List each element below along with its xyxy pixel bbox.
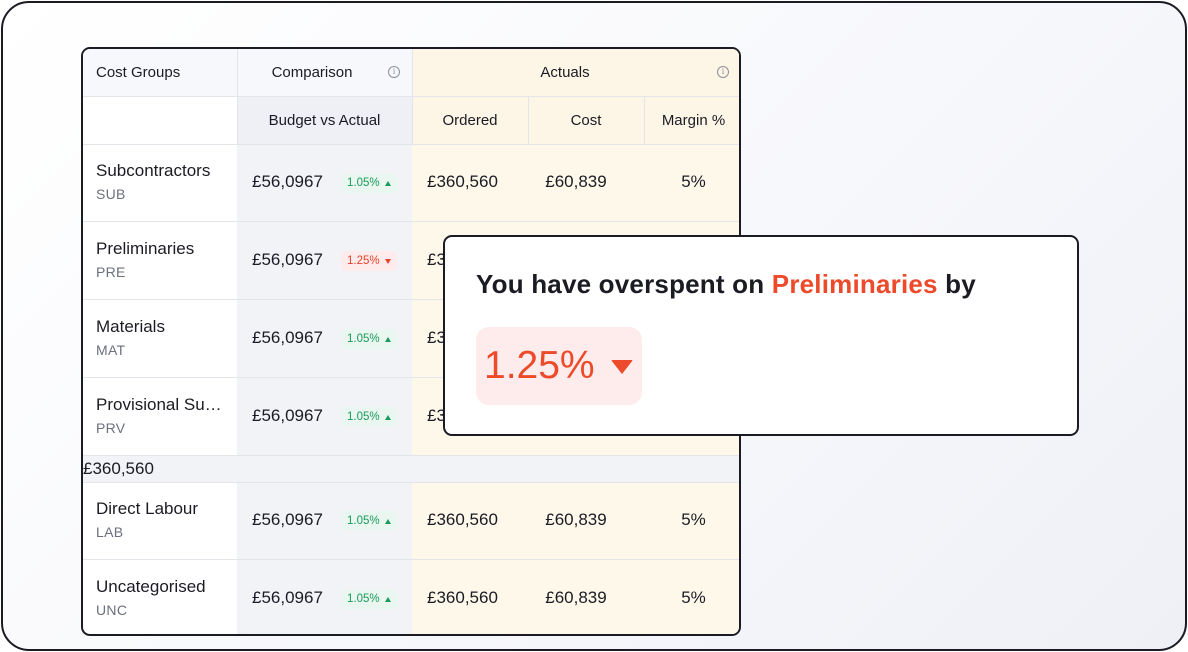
- variance-value: 1.05%: [347, 593, 380, 605]
- margin-value: 5%: [681, 510, 706, 529]
- header-comparison[interactable]: Comparison: [271, 64, 353, 81]
- header-actuals[interactable]: Actuals: [540, 64, 590, 81]
- variance-value: 1.05%: [347, 515, 380, 527]
- subtotal-value: £360,560: [83, 458, 154, 478]
- triangle-up-icon: [384, 596, 391, 602]
- cost-group-code: PRE: [96, 264, 126, 280]
- variance-badge: 1.05%: [341, 511, 397, 531]
- cost-group-code: LAB: [96, 524, 124, 540]
- cost-group-code: MAT: [96, 342, 126, 358]
- triangle-down-icon: [384, 258, 391, 264]
- header-cell-bg: [237, 96, 412, 144]
- triangle-up-icon: [384, 336, 391, 342]
- header-cell-bg: [83, 49, 237, 96]
- table-row[interactable]: Direct Labour LAB £56,0967 1.05% £360,560 £60…: [83, 482, 739, 560]
- cost-group-code: SUB: [96, 186, 126, 202]
- table-row[interactable]: Materials MAT £56,0967 1.05% £3: [83, 300, 739, 378]
- budget-value: £56,0967: [252, 510, 323, 529]
- info-icon[interactable]: i: [388, 66, 400, 78]
- budget-value: £56,0967: [252, 588, 323, 607]
- margin-value: 5%: [681, 588, 706, 607]
- cost-group-cell: Subcontractors SUB: [96, 161, 210, 202]
- variance-value: 1.05%: [347, 333, 380, 345]
- header-ordered[interactable]: Ordered: [442, 111, 498, 129]
- budget-value: £56,0967: [252, 406, 323, 425]
- cost-group-code: PRV: [96, 420, 126, 436]
- overspend-value: 1.25%: [484, 344, 595, 387]
- variance-badge: 1.05%: [341, 589, 397, 609]
- cost-group-name: Direct Labour: [96, 499, 199, 518]
- variance-value: 1.25%: [347, 255, 380, 267]
- cost-group-name: Subcontractors: [96, 161, 211, 180]
- cost-group-cell: Uncategorised UNC: [96, 577, 206, 618]
- triangle-up-icon: [384, 180, 391, 186]
- cost-group-name: Materials: [96, 317, 165, 336]
- header-cell-bg: [237, 49, 412, 96]
- triangle-up-icon: [384, 518, 391, 524]
- cost-group-name: Provisional Su…: [96, 395, 222, 414]
- table-row[interactable]: Preliminaries PRE £56,0967 1.25% £3: [83, 222, 739, 300]
- overspend-badge: 1.25%: [476, 327, 642, 405]
- ordered-value: £3: [427, 406, 446, 425]
- table-row[interactable]: Provisional Su… PRV £56,0967 1.05% £3: [83, 378, 739, 456]
- header-cell-bg: [412, 49, 739, 96]
- variance-badge: 1.05%: [341, 407, 397, 427]
- cost-group-name: Uncategorised: [96, 577, 206, 596]
- table-row[interactable]: Uncategorised UNC £56,0967 1.05% £360,560 £60…: [83, 560, 739, 634]
- cost-group-code: UNC: [96, 602, 128, 618]
- cost-value: £60,839: [545, 588, 607, 607]
- variance-badge: 1.25%: [341, 251, 397, 271]
- margin-value: 5%: [681, 172, 706, 191]
- cost-value: £60,839: [545, 172, 607, 191]
- message-prefix: You have overspent on: [476, 269, 765, 299]
- ordered-value: £360,560: [427, 588, 498, 607]
- cost-group-cell: Materials MAT: [96, 317, 165, 358]
- cost-group-cell: Provisional Su… PRV: [96, 395, 222, 436]
- ordered-value: £3: [427, 250, 446, 269]
- header-cost[interactable]: Cost: [570, 111, 602, 129]
- header-cost-groups[interactable]: Cost Groups: [96, 64, 181, 81]
- cost-group-cell: Preliminaries PRE: [96, 239, 194, 280]
- message-suffix: by: [945, 269, 976, 299]
- overspend-message: You have overspent on Preliminaries by: [476, 269, 976, 300]
- table-row[interactable]: Subcontractors SUB £56,0967 1.05% £360,560 £6…: [83, 144, 739, 222]
- overspend-popup: You have overspent on Preliminaries by 1…: [443, 235, 1079, 436]
- variance-value: 1.05%: [347, 177, 380, 189]
- budget-value: £56,0967: [252, 328, 323, 347]
- subtotal-row: [83, 455, 739, 482]
- header-margin[interactable]: Margin %: [661, 111, 726, 129]
- ordered-value: £360,560: [427, 510, 498, 529]
- cost-value: £60,839: [545, 510, 607, 529]
- budget-value: £56,0967: [252, 172, 323, 191]
- budget-value: £56,0967: [252, 250, 323, 269]
- triangle-down-icon: [610, 360, 633, 374]
- variance-badge: 1.05%: [341, 173, 397, 193]
- overspent-group-name: Preliminaries: [771, 269, 938, 299]
- cost-group-cell: Direct Labour LAB: [96, 499, 198, 540]
- triangle-up-icon: [384, 414, 391, 420]
- variance-value: 1.05%: [347, 411, 380, 423]
- variance-badge: 1.05%: [341, 329, 397, 349]
- header-budget-vs-actual[interactable]: Budget vs Actual: [268, 111, 381, 129]
- info-icon[interactable]: i: [717, 66, 729, 78]
- ordered-value: £3: [427, 328, 446, 347]
- cost-group-name: Preliminaries: [96, 239, 195, 258]
- ordered-value: £360,560: [427, 172, 498, 191]
- header-cell-bg: [412, 96, 739, 144]
